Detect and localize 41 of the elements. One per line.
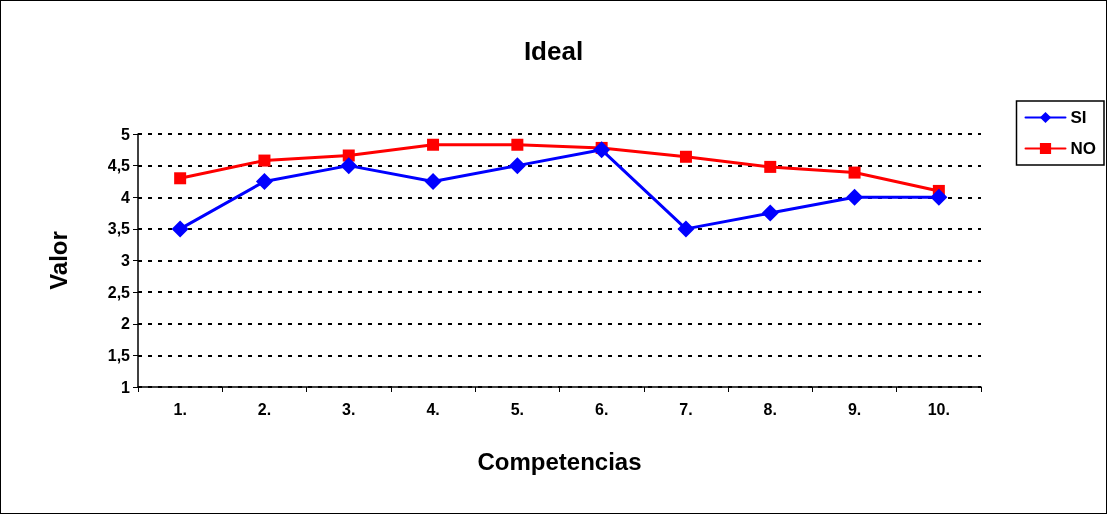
point (593, 141, 611, 159)
point (340, 157, 358, 175)
legend-label: SI (1070, 108, 1087, 127)
x-tick-label: 4. (426, 400, 440, 418)
x-axis-title: Competencias (477, 447, 642, 475)
y-axis-title: Valor (44, 231, 72, 290)
point (255, 172, 273, 190)
y-tick-label: 4 (121, 188, 131, 206)
y-tick-label: 5 (121, 125, 131, 143)
point (761, 204, 779, 222)
x-tick-label: 3. (342, 400, 356, 418)
point (174, 172, 187, 185)
y-tick-label: 1 (121, 378, 131, 396)
y-tick-label: 3 (121, 252, 131, 269)
x-tick-label: 9. (847, 400, 862, 418)
point (848, 166, 861, 179)
y-tick-label: 2,5 (107, 283, 131, 301)
point (930, 188, 948, 206)
point (679, 150, 692, 163)
legend-label: NO (1070, 139, 1096, 158)
y-tick-label: 2 (121, 315, 131, 333)
x-tick-label: 7. (679, 400, 693, 418)
x-tick-label: 10. (927, 400, 950, 418)
y-tick-label: 1,5 (107, 346, 131, 364)
x-tick-label: 8. (763, 400, 777, 418)
point (508, 157, 526, 175)
point (511, 138, 524, 151)
point (424, 172, 442, 190)
y-tick-label: 4,5 (107, 157, 131, 175)
point (171, 220, 189, 238)
y-tick-label: 3,5 (107, 220, 131, 238)
x-tick-label: 2. (257, 400, 272, 418)
chart-title: Ideal (523, 36, 584, 66)
point (677, 220, 695, 238)
x-tick-label: 1. (173, 400, 187, 418)
point (764, 160, 777, 173)
x-tick-label: 6. (594, 400, 609, 418)
point (427, 138, 440, 151)
point (846, 188, 864, 206)
x-tick-label: 5. (510, 400, 525, 418)
point (258, 154, 271, 167)
